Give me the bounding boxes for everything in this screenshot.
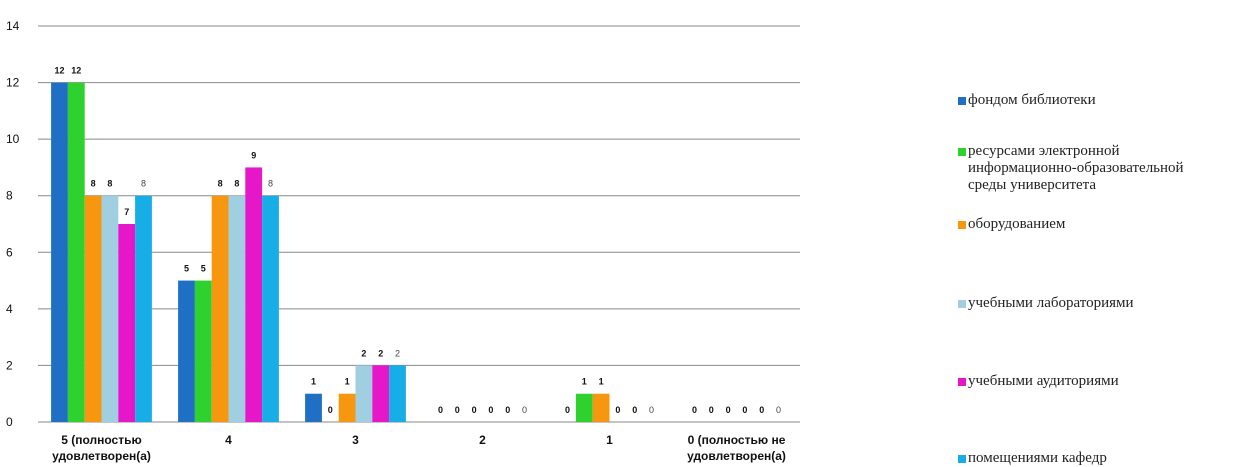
data-label: 0 xyxy=(632,405,637,415)
bar xyxy=(338,393,356,422)
bar xyxy=(118,224,136,422)
data-labels: 12 5 1 0 0 0 12 5 0 0 1 0 8 8 1 0 1 0 8 8 2 0 0 0 7 9 2 0 0 0 8 8 2 0 0 0 xyxy=(54,66,781,415)
bar xyxy=(245,167,263,422)
y-tick-label: 2 xyxy=(6,358,13,372)
bar xyxy=(211,195,229,422)
bar xyxy=(178,280,195,422)
legend-label: ресурсами электронной информационно-обра… xyxy=(968,143,1184,193)
bar xyxy=(101,195,119,422)
data-label: 8 xyxy=(141,179,146,189)
legend-label: учебными лабораториями xyxy=(968,295,1134,311)
legend-swatch xyxy=(958,148,966,156)
data-label: 7 xyxy=(124,207,129,217)
data-label: 0 xyxy=(776,405,781,415)
x-tick-label: 3 xyxy=(352,433,359,447)
data-label: 0 xyxy=(472,405,477,415)
gridlines xyxy=(38,25,800,423)
data-label: 0 xyxy=(726,405,731,415)
bar xyxy=(372,365,390,422)
x-tick-label: 0 (полностью не xyxy=(688,433,786,447)
data-label: 0 xyxy=(565,405,570,415)
data-label: 8 xyxy=(218,179,223,189)
bar xyxy=(305,393,322,422)
data-label: 1 xyxy=(599,377,604,387)
legend-swatch xyxy=(958,300,966,308)
data-label: 9 xyxy=(251,150,256,160)
legend-item-labs: учебными лабораториями xyxy=(958,295,1134,312)
legend-item-classrooms: учебными аудиториями xyxy=(958,373,1119,390)
bar xyxy=(135,195,152,422)
y-tick-label: 8 xyxy=(6,189,13,203)
x-tick-label: удовлетворен(а) xyxy=(52,449,151,463)
data-label: 2 xyxy=(378,348,383,358)
bar xyxy=(592,393,610,422)
legend-label: оборудованием xyxy=(968,216,1066,232)
y-tick-label: 6 xyxy=(6,245,13,259)
x-tick-label: 5 (полностью xyxy=(61,433,142,447)
data-label: 2 xyxy=(361,348,366,358)
legend-item-e-resources: ресурсами электронной информационно-обра… xyxy=(958,143,1184,194)
data-label: 8 xyxy=(91,179,96,189)
y-tick-label: 14 xyxy=(6,19,20,33)
data-label: 0 xyxy=(615,405,620,415)
data-label: 1 xyxy=(582,377,587,387)
legend-swatch xyxy=(958,378,966,386)
data-label: 5 xyxy=(201,264,206,274)
data-label: 8 xyxy=(234,179,239,189)
legend-label: помещениями кафедр xyxy=(968,450,1107,466)
legend: фондом библиотеки ресурсами электронной … xyxy=(958,0,1244,467)
y-axis-ticks: 0 2 4 6 8 10 12 14 xyxy=(6,19,20,429)
legend-item-equipment: оборудованием xyxy=(958,216,1065,233)
x-tick-label: удовлетворен(а) xyxy=(687,449,786,463)
data-label: 0 xyxy=(328,405,333,415)
y-tick-label: 10 xyxy=(6,132,20,146)
data-label: 12 xyxy=(71,66,81,76)
data-label: 0 xyxy=(742,405,747,415)
x-tick-label: 4 xyxy=(225,433,232,447)
data-label: 0 xyxy=(522,405,527,415)
bar xyxy=(67,82,85,423)
data-label: 2 xyxy=(395,348,400,358)
bar xyxy=(262,195,279,422)
data-label: 8 xyxy=(268,179,273,189)
y-tick-label: 12 xyxy=(6,76,20,90)
data-label: 0 xyxy=(505,405,510,415)
data-label: 0 xyxy=(438,405,443,415)
legend-item-department-rooms: помещениями кафедр xyxy=(958,450,1107,467)
data-label: 0 xyxy=(709,405,714,415)
x-tick-label: 2 xyxy=(479,433,486,447)
bar xyxy=(194,280,212,422)
data-label: 0 xyxy=(455,405,460,415)
data-label: 0 xyxy=(488,405,493,415)
data-label: 1 xyxy=(311,377,316,387)
x-axis-ticks: 5 (полностью удовлетворен(а) 4 3 2 1 0 (полнос… xyxy=(52,433,786,463)
data-label: 0 xyxy=(649,405,654,415)
data-label: 0 xyxy=(759,405,764,415)
data-label: 0 xyxy=(692,405,697,415)
legend-swatch xyxy=(958,97,966,105)
legend-label: фондом библиотеки xyxy=(968,92,1096,108)
data-label: 8 xyxy=(107,179,112,189)
legend-item-library: фондом библиотеки xyxy=(958,92,1096,109)
data-label: 1 xyxy=(345,377,350,387)
bar xyxy=(389,365,406,422)
bars xyxy=(51,82,610,423)
legend-swatch xyxy=(958,455,966,463)
y-tick-label: 4 xyxy=(6,302,13,316)
legend-swatch xyxy=(958,221,966,229)
y-tick-label: 0 xyxy=(6,415,13,429)
bar xyxy=(355,365,373,422)
bar xyxy=(575,393,593,422)
bar xyxy=(228,195,246,422)
data-label: 5 xyxy=(184,264,189,274)
bar xyxy=(84,195,102,422)
x-tick-label: 1 xyxy=(606,433,613,447)
bar xyxy=(51,82,68,423)
legend-label: учебными аудиториями xyxy=(968,373,1119,389)
data-label: 12 xyxy=(54,66,64,76)
